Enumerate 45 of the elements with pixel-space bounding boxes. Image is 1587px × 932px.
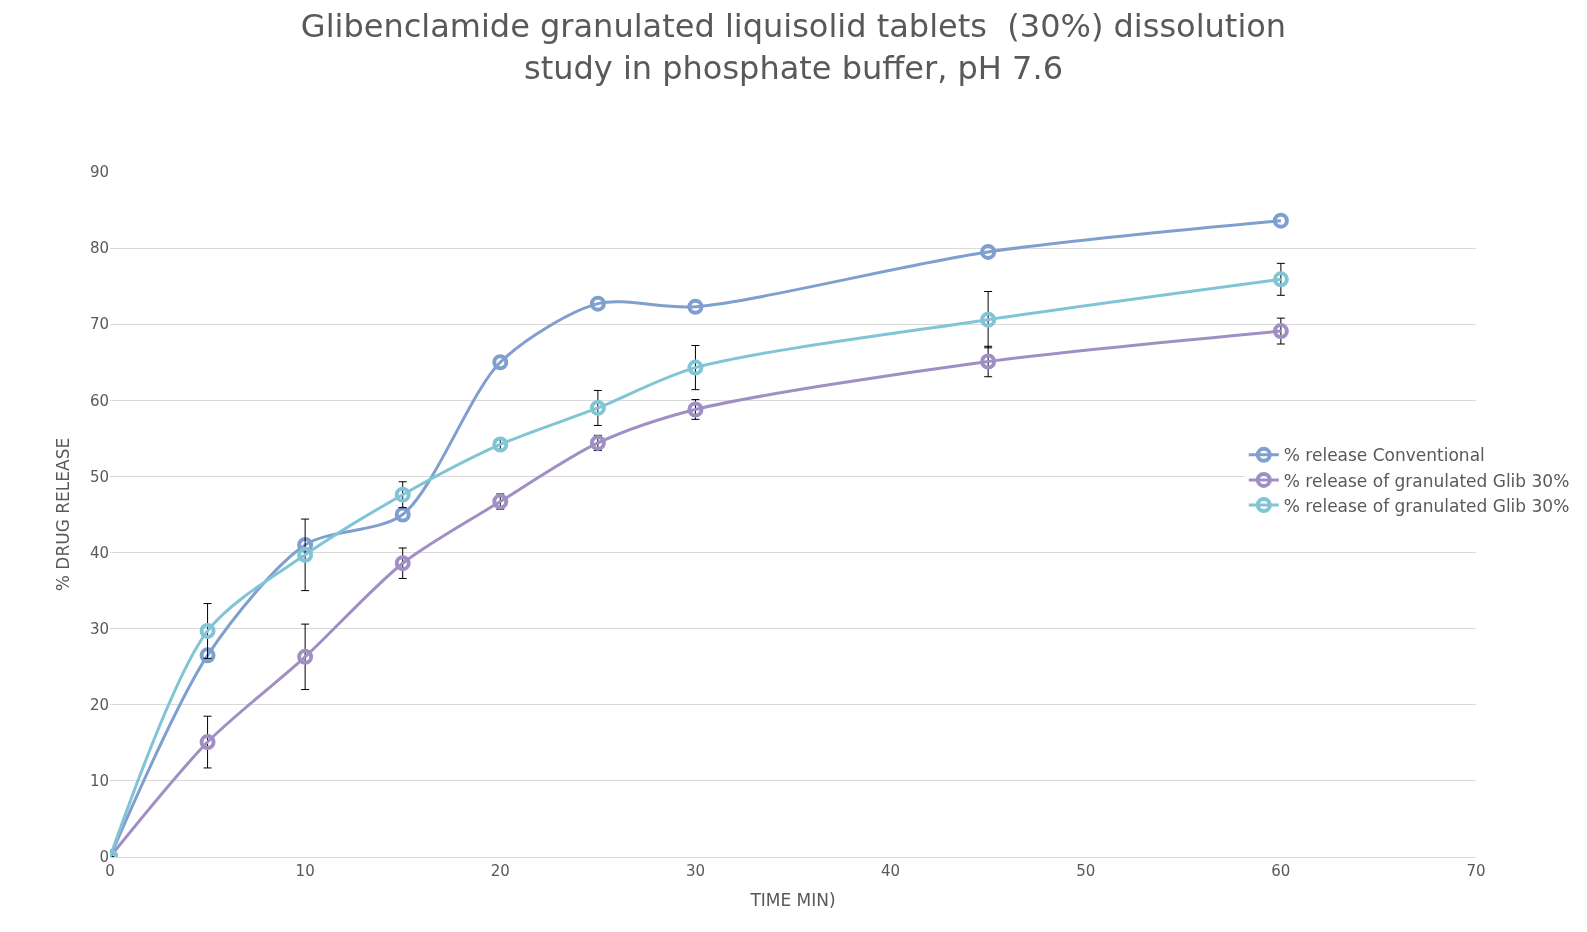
x-tick-label: 40	[881, 862, 901, 880]
point	[199, 647, 216, 664]
x-tick-label: 20	[490, 862, 510, 880]
point	[1272, 212, 1289, 229]
point	[199, 622, 216, 639]
point	[199, 734, 216, 751]
x-tick-label: 50	[1076, 862, 1096, 880]
y-tick-label: 90	[89, 163, 109, 182]
legend-label: % release of granulated Glib 30%	[1283, 495, 1570, 516]
point	[687, 359, 704, 376]
x-tick-label: 70	[1466, 862, 1486, 880]
point	[687, 401, 704, 418]
x-tick-label: 30	[685, 862, 705, 880]
point	[1272, 323, 1289, 340]
point	[980, 353, 997, 370]
point	[297, 546, 314, 563]
point	[492, 493, 509, 510]
point	[394, 486, 411, 503]
x-axis-title: TIME MIN)	[749, 890, 836, 911]
point	[394, 506, 411, 523]
point	[980, 243, 997, 260]
y-tick-label: 70	[89, 315, 109, 334]
y-tick-label: 60	[89, 391, 109, 410]
x-tick-label: 60	[1271, 862, 1291, 880]
point	[589, 399, 606, 416]
y-tick-label: 40	[89, 543, 109, 562]
y-axis-title: % DRUG RELEASE	[53, 437, 74, 592]
y-tick-label: 50	[89, 467, 109, 486]
point	[297, 648, 314, 665]
y-tick-label: 30	[89, 619, 109, 638]
point	[492, 436, 509, 453]
point	[492, 354, 509, 371]
y-tick-label: 20	[89, 696, 109, 715]
y-tick-label: 80	[89, 239, 109, 258]
point	[394, 555, 411, 572]
legend-label: % release Conventional	[1283, 445, 1485, 466]
chart-title: Glibenclamide granulated liquisolid tablets (30%) dissolution study in phosphate buffer, pH 7.6	[300, 7, 1287, 87]
x-tick-label: 10	[295, 862, 315, 880]
point	[1272, 271, 1289, 288]
point	[589, 434, 606, 451]
point	[589, 295, 606, 312]
legend-label: % release of granulated Glib 30%	[1283, 470, 1570, 491]
point	[980, 311, 997, 328]
y-tick-label: 10	[89, 772, 109, 791]
point	[687, 298, 704, 315]
